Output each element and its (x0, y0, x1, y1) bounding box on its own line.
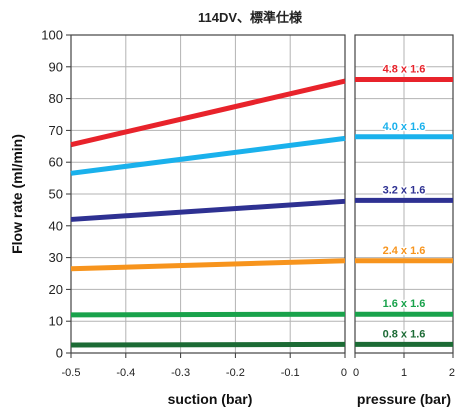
plot-frames (70, 34, 454, 354)
y-axis-label: Flow rate (ml/min) (9, 134, 25, 254)
x-tick-label: -0.2 (226, 367, 245, 379)
y-tick-label: 90 (49, 59, 63, 74)
series-label-halo: 2.4 x 1.6 (383, 245, 426, 257)
series-label-halo: 0.8 x 1.6 (383, 328, 426, 340)
y-tick-label: 60 (49, 155, 63, 170)
series-label: 4.0 x 1.6 (383, 121, 426, 133)
x-axis-label-pressure: pressure (bar) (357, 391, 451, 407)
x-tick-label: 1 (401, 367, 407, 379)
series-label: 1.6 x 1.6 (383, 298, 426, 310)
x-tick-label: -0.3 (171, 367, 190, 379)
y-tick-label: 0 (56, 346, 63, 361)
plot-frame (70, 34, 346, 354)
series-label: 0.8 x 1.6 (383, 328, 426, 340)
series-label-halo: 4.0 x 1.6 (383, 121, 426, 133)
series-label: 4.8 x 1.6 (383, 64, 426, 76)
x-tick-label: -0.1 (281, 367, 300, 379)
series-label: 2.4 x 1.6 (383, 245, 426, 257)
series-label-halo: 3.2 x 1.6 (383, 184, 426, 196)
series-labels: 4.8 x 1.64.8 x 1.64.0 x 1.64.0 x 1.63.2 … (381, 62, 427, 342)
y-tick-label: 70 (49, 123, 63, 138)
y-tick-label: 50 (49, 187, 63, 202)
series-lines (70, 77, 453, 348)
plot-frame (354, 34, 454, 354)
series-label-halo: 1.6 x 1.6 (383, 298, 426, 310)
x-axis-ticks: -0.5 -0.4 -0.3 -0.2 -0.1 0 0 1 2 (62, 367, 455, 379)
x-tick-label: -0.5 (62, 367, 81, 379)
series-line-suction (70, 198, 346, 222)
x-tick-label: -0.4 (116, 367, 135, 379)
x-tick-label: 0 (353, 367, 359, 379)
chart-title: 114DV、標準仕様 (198, 10, 303, 25)
x-axis-label-suction: suction (bar) (168, 391, 253, 407)
series-label-halo: 4.8 x 1.6 (383, 64, 426, 76)
x-tick-label: 0 (341, 367, 347, 379)
y-axis-ticks: 0 10 20 30 40 50 60 70 80 90 100 (41, 28, 63, 361)
y-tick-label: 40 (49, 218, 63, 233)
y-tick-label: 20 (49, 282, 63, 297)
series-line-suction (70, 258, 346, 272)
series-line-suction (70, 341, 346, 348)
y-tick-label: 10 (49, 314, 63, 329)
y-tick-label: 30 (49, 250, 63, 265)
series-label: 3.2 x 1.6 (383, 184, 426, 196)
series-line-suction (70, 311, 346, 318)
series-line-suction (70, 135, 346, 176)
series-line-suction (70, 78, 346, 148)
y-tick-label: 80 (49, 91, 63, 106)
y-tick-label: 100 (41, 28, 63, 43)
x-tick-label: 2 (449, 367, 455, 379)
